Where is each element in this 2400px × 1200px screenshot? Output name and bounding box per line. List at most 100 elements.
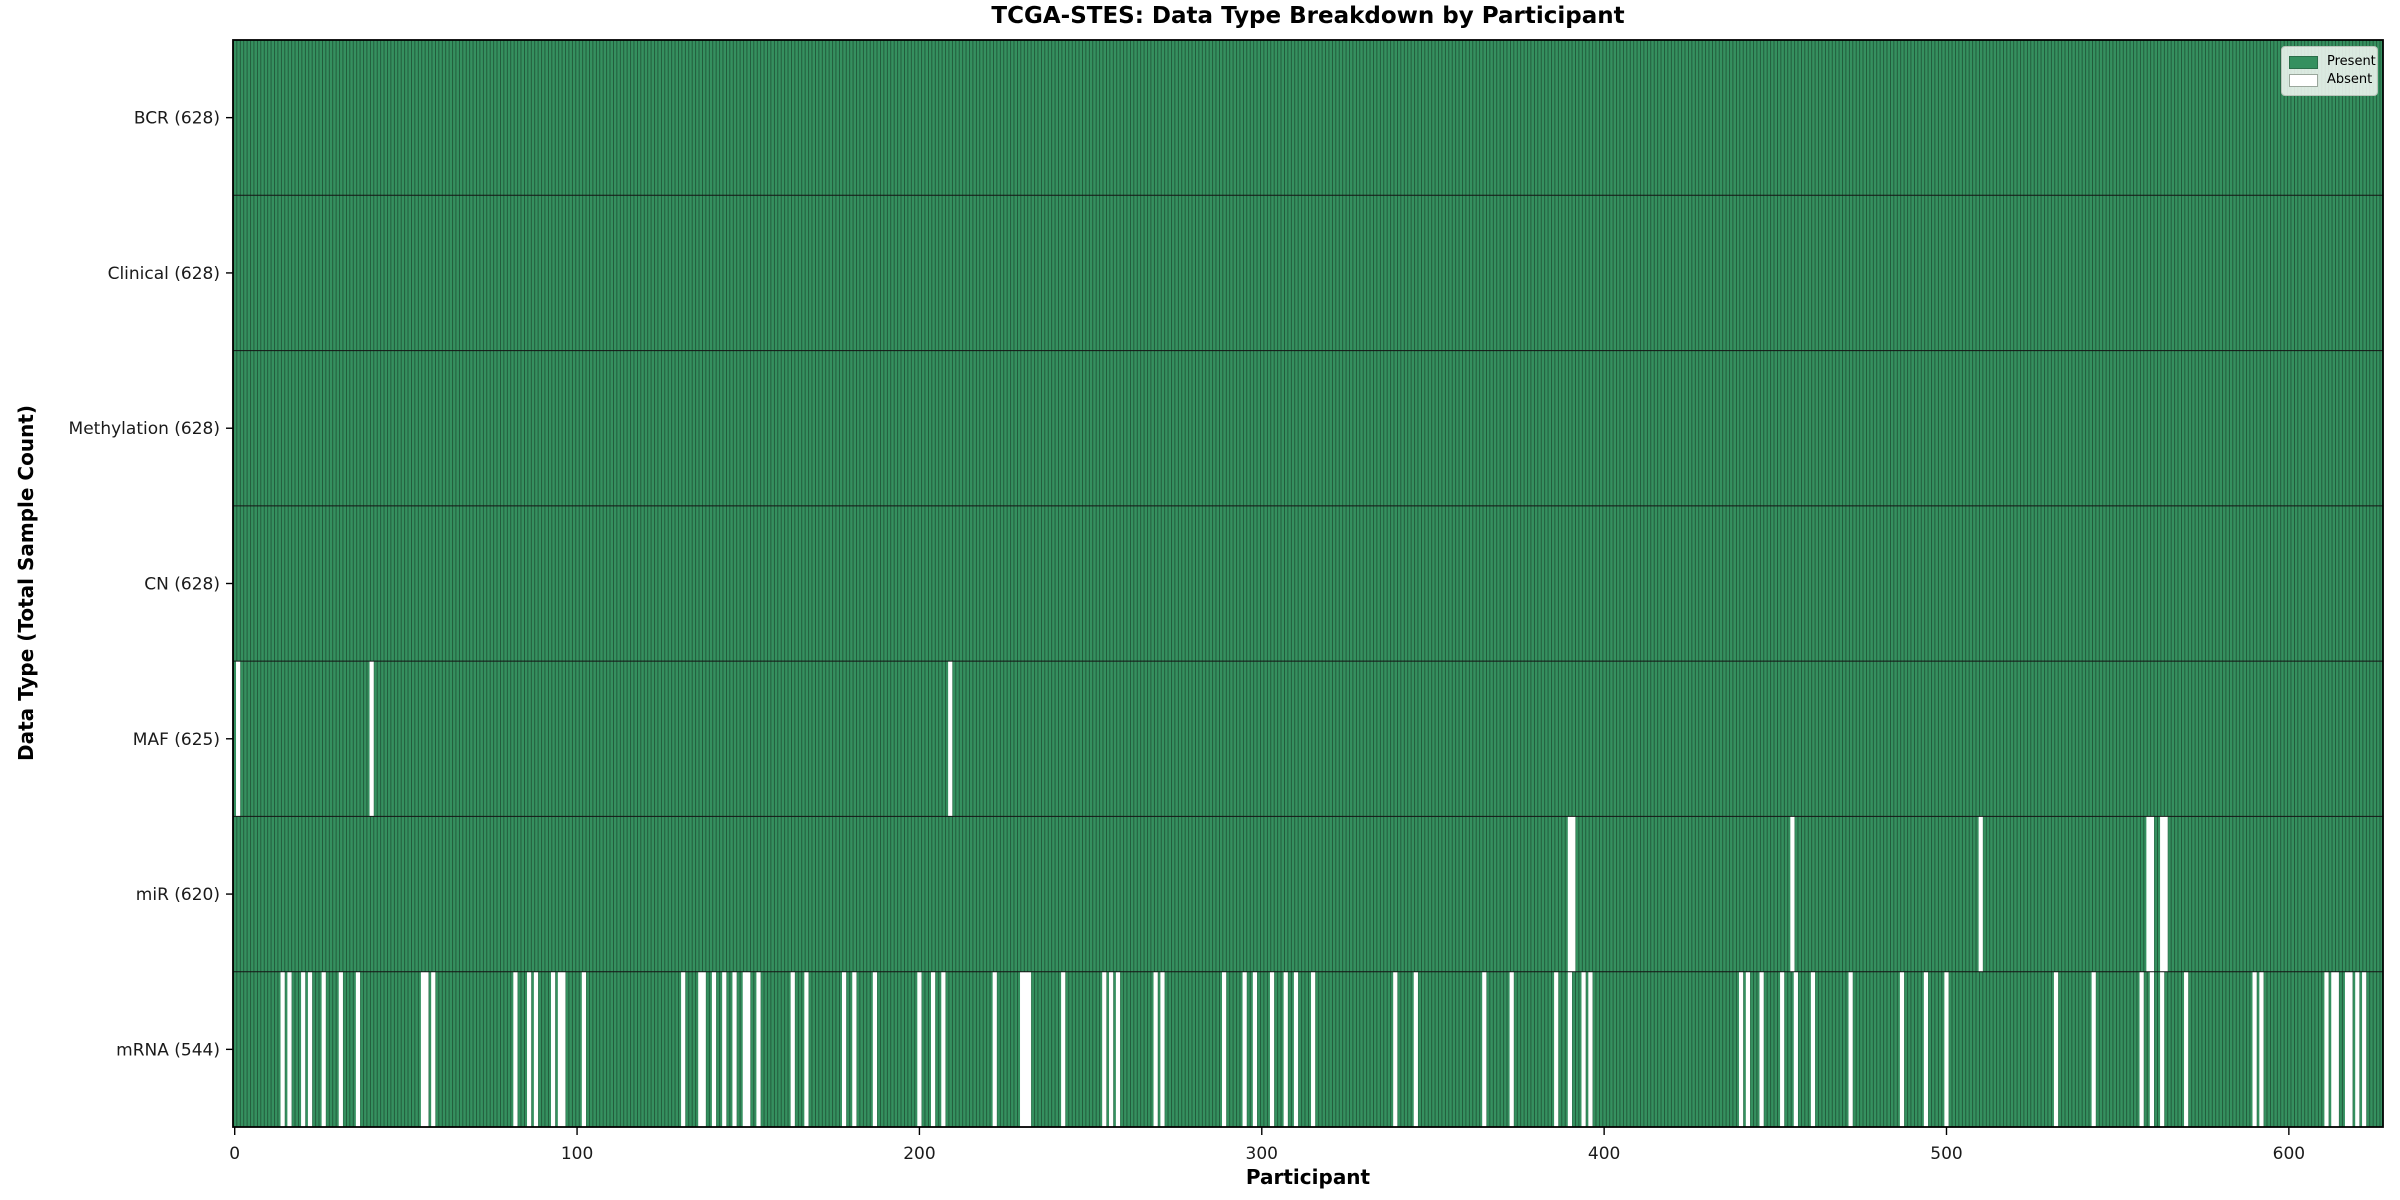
absent-cell xyxy=(2355,971,2360,1127)
y-tick-label: mRNA (544) xyxy=(116,1040,220,1060)
absent-cell xyxy=(1738,971,1744,1127)
absent-cell xyxy=(1944,971,1949,1127)
absent-cell xyxy=(1293,971,1299,1127)
absent-cell xyxy=(1283,971,1288,1127)
absent-cell xyxy=(1899,971,1905,1127)
x-tick-label: 200 xyxy=(903,1144,935,1164)
absent-cell xyxy=(1567,971,1573,1127)
absent-cell xyxy=(2053,971,2059,1127)
absent-cell xyxy=(1311,971,1316,1127)
row-miR xyxy=(233,816,2383,972)
absent-cell xyxy=(948,661,953,817)
absent-cell xyxy=(872,971,878,1127)
absent-cell xyxy=(2149,971,2155,1127)
legend-label-present: Present xyxy=(2327,54,2376,69)
absent-cell xyxy=(2259,971,2264,1127)
absent-cell xyxy=(1780,971,1785,1127)
absent-cell xyxy=(1793,971,1798,1127)
plot-border xyxy=(232,39,2384,1128)
absent-cell xyxy=(1745,971,1751,1127)
absent-cell xyxy=(992,971,997,1127)
absent-cell xyxy=(2344,971,2350,1127)
absent-cell xyxy=(1109,971,1114,1127)
absent-cell xyxy=(420,971,426,1127)
absent-cell xyxy=(804,971,809,1127)
absent-cell xyxy=(1023,971,1028,1127)
legend-label-absent: Absent xyxy=(2327,72,2373,87)
x-tick-label: 500 xyxy=(1930,1144,1962,1164)
absent-cell xyxy=(321,971,326,1127)
x-tick-label: 600 xyxy=(2273,1144,2305,1164)
absent-cell xyxy=(841,971,847,1127)
y-tick-label: Clinical (628) xyxy=(108,264,220,284)
absent-cell xyxy=(424,971,429,1127)
absent-cell xyxy=(1061,971,1066,1127)
absent-cell xyxy=(2331,971,2336,1127)
absent-cell xyxy=(931,971,936,1127)
absent-cell xyxy=(355,971,361,1127)
absent-cell xyxy=(1115,971,1121,1127)
absent-cell xyxy=(1588,971,1593,1127)
row-mRNA xyxy=(233,971,2383,1127)
absent-cell xyxy=(746,971,751,1127)
absent-cell xyxy=(1153,971,1158,1127)
absent-cell xyxy=(550,971,556,1127)
y-tick-label: Methylation (628) xyxy=(69,419,220,439)
absent-cell xyxy=(2160,971,2165,1127)
absent-cell xyxy=(917,971,922,1127)
absent-cell xyxy=(1759,971,1764,1127)
absent-cell xyxy=(1509,971,1514,1127)
absent-cell xyxy=(1020,971,1025,1127)
y-tick-label: MAF (625) xyxy=(133,730,220,750)
absent-cell xyxy=(1242,971,1247,1127)
absent-cell xyxy=(756,971,761,1127)
row-Clinical xyxy=(233,195,2383,351)
absent-cell xyxy=(301,971,306,1127)
chart-title: TCGA-STES: Data Type Breakdown by Partic… xyxy=(991,3,1625,29)
absent-cell xyxy=(1482,971,1487,1127)
absent-cell xyxy=(701,971,706,1127)
absent-cell xyxy=(1252,971,1258,1127)
absent-cell xyxy=(561,971,566,1127)
row-Methylation xyxy=(233,350,2383,506)
legend: Present Absent xyxy=(2281,46,2378,96)
absent-cell xyxy=(1222,971,1227,1127)
legend-item-present: Present xyxy=(2289,54,2376,70)
absent-cell xyxy=(287,971,292,1127)
legend-swatch-absent xyxy=(2289,73,2318,87)
absent-cell xyxy=(1160,971,1165,1127)
absent-cell xyxy=(2139,971,2144,1127)
absent-cell xyxy=(2348,971,2353,1127)
absent-cell xyxy=(2324,971,2329,1127)
absent-cell xyxy=(1567,816,1573,972)
absent-cell xyxy=(2149,816,2155,972)
row-BCR xyxy=(233,40,2383,196)
absent-cell xyxy=(711,971,717,1127)
absent-cell xyxy=(698,971,703,1127)
absent-cell xyxy=(1848,971,1853,1127)
absent-cell xyxy=(2163,816,2168,972)
absent-cell xyxy=(2334,971,2339,1127)
absent-cell xyxy=(513,971,518,1127)
y-tick-label: miR (620) xyxy=(136,885,220,905)
absent-cell xyxy=(1413,971,1418,1127)
x-tick-label: 400 xyxy=(1588,1144,1620,1164)
x-tick-label: 0 xyxy=(229,1144,240,1164)
absent-cell xyxy=(732,971,737,1127)
y-tick-label: CN (628) xyxy=(144,575,220,595)
x-tick-label: 100 xyxy=(561,1144,593,1164)
absent-cell xyxy=(338,971,343,1127)
absent-cell xyxy=(2091,971,2096,1127)
absent-cell xyxy=(1581,971,1586,1127)
absent-cell xyxy=(1923,971,1929,1127)
absent-cell xyxy=(1554,971,1559,1127)
absent-cell xyxy=(236,661,241,817)
absent-cell xyxy=(557,971,563,1127)
row-MAF xyxy=(233,661,2383,817)
legend-item-absent: Absent xyxy=(2289,72,2373,88)
absent-cell xyxy=(681,971,686,1127)
legend-swatch-present xyxy=(2289,55,2318,69)
absent-cell xyxy=(527,971,532,1127)
absent-cell xyxy=(1790,816,1795,972)
